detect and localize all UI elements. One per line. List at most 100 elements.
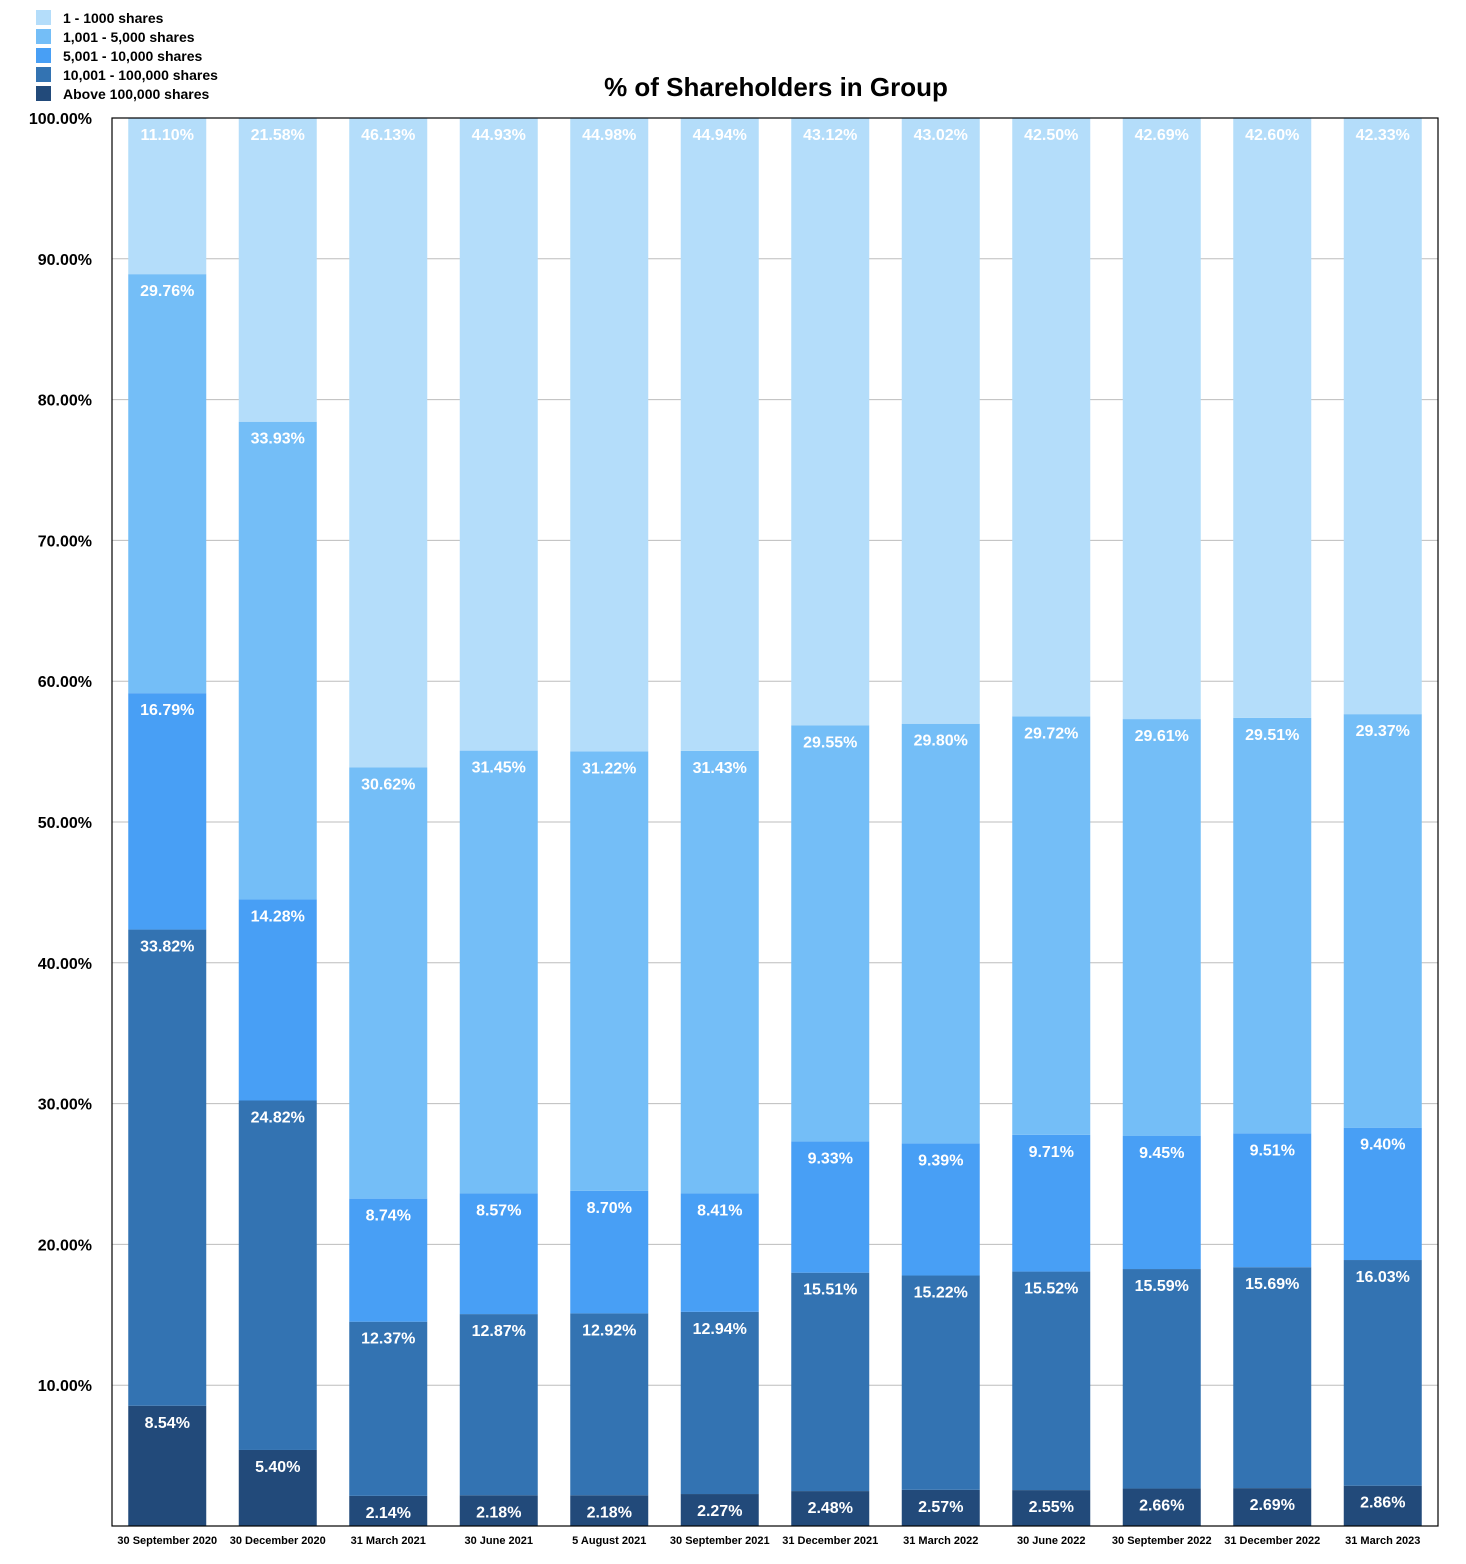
data-label: 12.94% bbox=[693, 1321, 747, 1338]
data-label: 16.03% bbox=[1356, 1269, 1410, 1286]
data-label: 33.82% bbox=[140, 939, 194, 956]
data-label: 31.43% bbox=[693, 760, 747, 777]
data-label: 2.27% bbox=[697, 1503, 742, 1520]
bar-segment bbox=[459, 750, 538, 1194]
data-label: 2.14% bbox=[366, 1505, 411, 1522]
x-tick-label: 30 June 2022 bbox=[1017, 1535, 1086, 1547]
bar-segment bbox=[680, 118, 759, 751]
bar-segment bbox=[901, 1143, 980, 1276]
bar-segment bbox=[1233, 118, 1312, 718]
y-tick-label: 60.00% bbox=[38, 674, 92, 691]
data-label: 46.13% bbox=[361, 127, 415, 144]
bar-segment bbox=[680, 1311, 759, 1495]
data-label: 42.69% bbox=[1135, 127, 1189, 144]
legend-label: 10,001 - 100,000 shares bbox=[63, 66, 218, 83]
bar-segment bbox=[128, 929, 207, 1406]
data-label: 44.98% bbox=[582, 127, 636, 144]
legend-item: 5,001 - 10,000 shares bbox=[36, 46, 218, 65]
data-label: 31.22% bbox=[582, 760, 636, 777]
bar-segment bbox=[128, 693, 207, 930]
bar-segment bbox=[1012, 1271, 1091, 1491]
bar-segment bbox=[238, 1100, 317, 1450]
bar-segment bbox=[791, 1141, 870, 1273]
data-label: 12.87% bbox=[472, 1323, 526, 1340]
bar-segment bbox=[238, 1449, 317, 1526]
bar-segment bbox=[791, 1491, 870, 1526]
bar-segment bbox=[1233, 717, 1312, 1134]
data-label: 9.39% bbox=[918, 1152, 963, 1169]
legend-swatch bbox=[36, 48, 51, 63]
y-tick-label: 30.00% bbox=[38, 1097, 92, 1114]
data-label: 44.93% bbox=[472, 127, 526, 144]
y-tick-label: 40.00% bbox=[38, 956, 92, 973]
y-tick-label: 80.00% bbox=[38, 393, 92, 410]
y-tick-label: 20.00% bbox=[38, 1237, 92, 1254]
data-label: 14.28% bbox=[251, 908, 305, 925]
bar-segment bbox=[238, 421, 317, 900]
data-label: 31.45% bbox=[472, 760, 526, 777]
bar-segment bbox=[680, 1494, 759, 1526]
data-label: 8.54% bbox=[145, 1415, 190, 1432]
y-tick-label: 10.00% bbox=[38, 1378, 92, 1395]
chart-title: % of Shareholders in Group bbox=[604, 72, 948, 102]
bar-segment bbox=[1233, 1267, 1312, 1489]
data-label: 9.40% bbox=[1360, 1137, 1405, 1154]
data-label: 2.66% bbox=[1139, 1498, 1184, 1515]
bar-segment bbox=[901, 723, 980, 1144]
bar-segment bbox=[1233, 1488, 1312, 1526]
bar-segment bbox=[901, 1275, 980, 1490]
bar-segment bbox=[238, 899, 317, 1101]
data-label: 2.55% bbox=[1029, 1499, 1074, 1516]
bar-segment bbox=[1122, 1269, 1201, 1489]
bar-segment bbox=[570, 1190, 649, 1314]
legend-label: 1 - 1000 shares bbox=[63, 9, 164, 26]
x-tick-label: 30 June 2021 bbox=[465, 1535, 534, 1547]
bar-segment bbox=[128, 118, 207, 275]
bar-segment bbox=[570, 1495, 649, 1526]
bar-segment bbox=[680, 1193, 759, 1312]
bar-segment bbox=[128, 1405, 207, 1526]
data-label: 29.76% bbox=[140, 283, 194, 300]
data-label: 11.10% bbox=[141, 127, 194, 144]
bar-segment bbox=[570, 751, 649, 1191]
bar-segment bbox=[901, 118, 980, 724]
y-tick-label: 50.00% bbox=[38, 815, 92, 832]
legend-swatch bbox=[36, 10, 51, 25]
data-label: 29.37% bbox=[1356, 723, 1410, 740]
bar-segment bbox=[1012, 716, 1091, 1135]
data-label: 9.33% bbox=[808, 1150, 853, 1167]
data-label: 30.62% bbox=[361, 777, 415, 794]
data-label: 42.33% bbox=[1356, 127, 1410, 144]
bar-segment bbox=[901, 1489, 980, 1526]
bar-segment bbox=[570, 1313, 649, 1496]
bar-segment bbox=[680, 750, 759, 1194]
data-label: 15.52% bbox=[1024, 1281, 1078, 1298]
x-tick-label: 31 March 2022 bbox=[903, 1535, 978, 1547]
bar-segment bbox=[1233, 1133, 1312, 1268]
data-label: 2.86% bbox=[1360, 1495, 1405, 1512]
data-label: 2.48% bbox=[808, 1500, 853, 1517]
bar-segment bbox=[1122, 1135, 1201, 1270]
bar-segment bbox=[1122, 719, 1201, 1136]
data-label: 9.71% bbox=[1029, 1144, 1074, 1161]
data-label: 12.37% bbox=[361, 1331, 415, 1348]
data-label: 29.61% bbox=[1135, 728, 1189, 745]
data-label: 5.40% bbox=[255, 1459, 300, 1476]
data-label: 2.18% bbox=[587, 1504, 632, 1521]
bar-segment bbox=[459, 1314, 538, 1496]
data-label: 16.79% bbox=[140, 702, 194, 719]
bar-segment bbox=[791, 118, 870, 726]
legend-swatch bbox=[36, 86, 51, 101]
data-label: 43.12% bbox=[803, 127, 857, 144]
x-tick-label: 31 December 2021 bbox=[782, 1535, 878, 1547]
bar-segment bbox=[349, 767, 428, 1199]
bar-segment bbox=[128, 274, 207, 694]
x-tick-label: 30 December 2020 bbox=[230, 1535, 326, 1547]
bar-segment bbox=[1343, 1127, 1422, 1261]
data-label: 8.41% bbox=[697, 1202, 742, 1219]
x-tick-label: 30 September 2022 bbox=[1112, 1535, 1212, 1547]
bar-segment bbox=[459, 1495, 538, 1526]
bar-segment bbox=[349, 1321, 428, 1496]
bar-segment bbox=[1012, 118, 1091, 717]
legend-item: Above 100,000 shares bbox=[36, 84, 218, 103]
